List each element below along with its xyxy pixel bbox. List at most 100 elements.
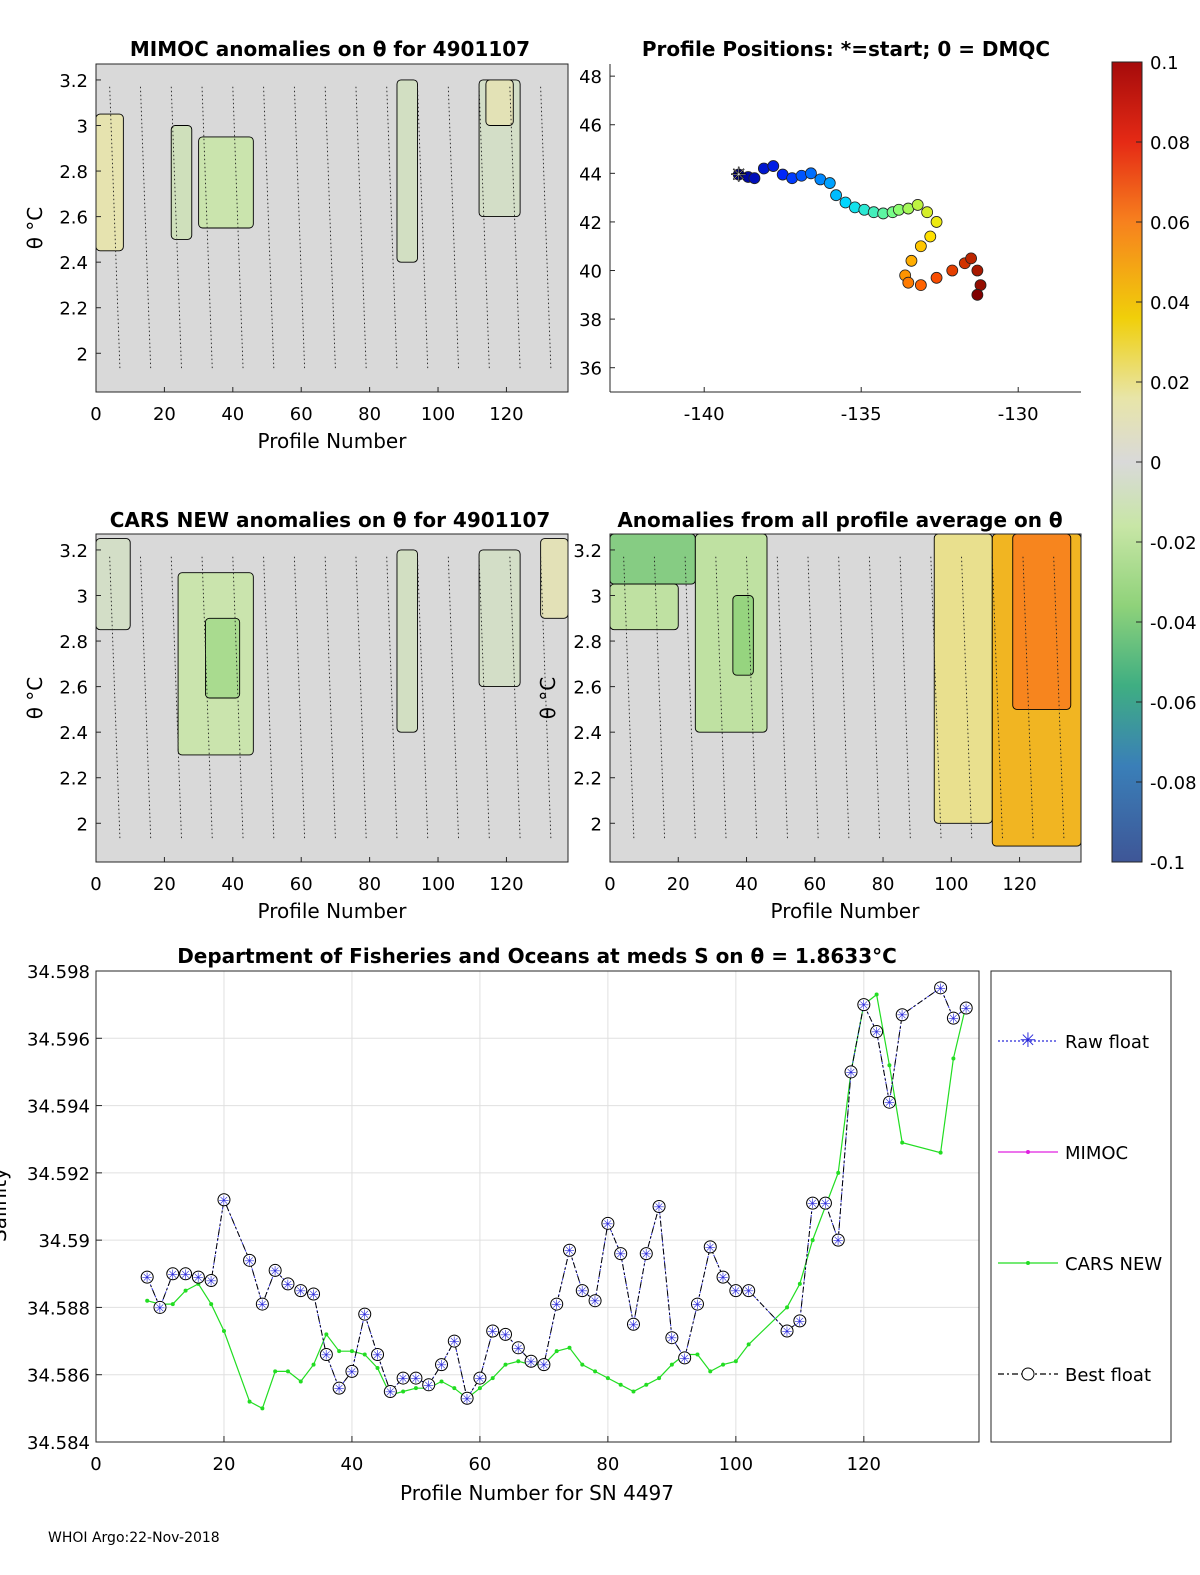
x-tick-label: 0 [90,874,101,895]
raw-float-point: ✳ [219,1194,230,1209]
profile-position-point [930,216,943,228]
raw-float-point: ✳ [948,1012,959,1027]
dotted-contour [991,556,1003,840]
best-float-point [191,1270,205,1284]
y-tick-label: 34.594 [27,1097,90,1118]
profile-position-point [839,196,852,209]
raw-float-point: ✳ [270,1264,281,1279]
best-float-point [255,1297,269,1311]
x-tick-label: 60 [803,874,826,895]
best-float-point [703,1240,717,1254]
cars-new-point [785,1305,790,1310]
dotted-contour [478,556,490,840]
best-float-point [268,1263,282,1277]
contour-line [540,538,568,619]
raw-float-point: ✳ [257,1298,268,1313]
cars-new-point [145,1298,150,1303]
raw-float-point: ✳ [858,999,869,1014]
allavg-title: Anomalies from all profile average on θ [617,508,1062,532]
cars-new-point [644,1382,649,1387]
best-float-point [217,1193,231,1207]
colorbar-tick-label: 0.08 [1150,133,1190,154]
dotted-contour [623,556,635,840]
y-tick-label: 2 [591,814,602,835]
anomaly-patch [171,125,192,240]
y-tick-label: 2.4 [59,253,88,274]
legend-best-label: Best float [1065,1365,1151,1386]
raw-float-point: ✳ [526,1355,537,1370]
best-float-point [486,1324,500,1338]
allavg-xlabel: Profile Number [771,899,921,923]
cars-new-point [375,1365,380,1370]
best-float-point [537,1358,551,1372]
best-float-point [934,981,948,995]
best-float-point [499,1327,513,1341]
x-tick-label: 20 [153,874,176,895]
anomaly-patch [732,595,754,676]
cars-new-point [797,1281,802,1286]
y-tick-label: 40 [579,262,602,283]
colorbar-tick-label: -0.02 [1150,533,1197,554]
cars-new-point [452,1386,457,1391]
y-tick-label: 3 [77,117,88,138]
best-float-point [665,1331,679,1345]
profile-position-point [971,288,984,301]
raw-float-point: ✳ [794,1315,805,1330]
y-tick-label: 2.6 [59,208,88,229]
y-tick-label: 2 [77,344,88,365]
dotted-contour [540,556,552,840]
best-float-point [831,1233,845,1247]
dotted-contour [417,556,429,840]
best-float-point [575,1284,589,1298]
raw-float-point: ✳ [308,1288,319,1303]
best-float-point [319,1348,333,1362]
dotted-contour [684,556,696,840]
dotted-contour [293,86,306,370]
y-tick-label: 2 [77,814,88,835]
anomaly-patch [96,538,131,630]
cars-new-point [273,1369,278,1374]
dotted-contour [386,556,398,840]
best-float-point [690,1297,704,1311]
salinity-title: Department of Fisheries and Oceans at me… [177,944,897,968]
contour-line [610,583,679,631]
dotted-contour [109,556,121,840]
dotted-contour [355,86,367,370]
cars-new-point [477,1386,482,1391]
cars-new-point [631,1389,636,1394]
cars-new-point [324,1332,329,1337]
dotted-contour [509,86,521,370]
profile-position-point [911,199,924,211]
anomaly-patch [198,136,254,228]
cars-new-point [605,1376,610,1381]
y-tick-label: 42 [579,213,602,234]
y-tick-label: 2.2 [59,299,88,320]
x-tick-label: 60 [290,404,313,425]
best-float-point [409,1371,423,1385]
anomaly-patch [610,534,696,585]
cars-new-point [337,1349,342,1354]
cars-new-point [349,1349,354,1354]
y-tick-label: 3.2 [59,541,88,562]
contour-line [694,534,768,733]
x-tick-label: 40 [340,1454,363,1475]
raw-float-point: ✳ [692,1298,703,1313]
cars-new-point [657,1376,662,1381]
cars-new-point [887,1063,892,1068]
dotted-contour [170,86,182,370]
best-float-point [626,1317,640,1331]
cars-panel: CARS NEW anomalies on θ for 4901107 0 20 4… [23,508,569,923]
mimoc-axes-box [95,63,569,393]
best-float-point [614,1247,628,1261]
y-tick-label: 2.4 [573,723,602,744]
cars-new-point [401,1389,406,1394]
raw-float-point: ✳ [577,1285,588,1300]
dotted-contour [746,556,758,840]
profile-position-point [921,206,934,219]
colorbar-ticks: 0.1 0.08 0.06 0.04 0.02 0 -0.02 -0.04 -0.06 -0.08… [1136,53,1197,874]
raw-float-point: ✳ [436,1359,447,1374]
profile-position-point [930,271,943,284]
raw-float-point: ✳ [871,1026,882,1041]
best-float-point [460,1391,474,1405]
raw-float-point: ✳ [423,1379,434,1394]
